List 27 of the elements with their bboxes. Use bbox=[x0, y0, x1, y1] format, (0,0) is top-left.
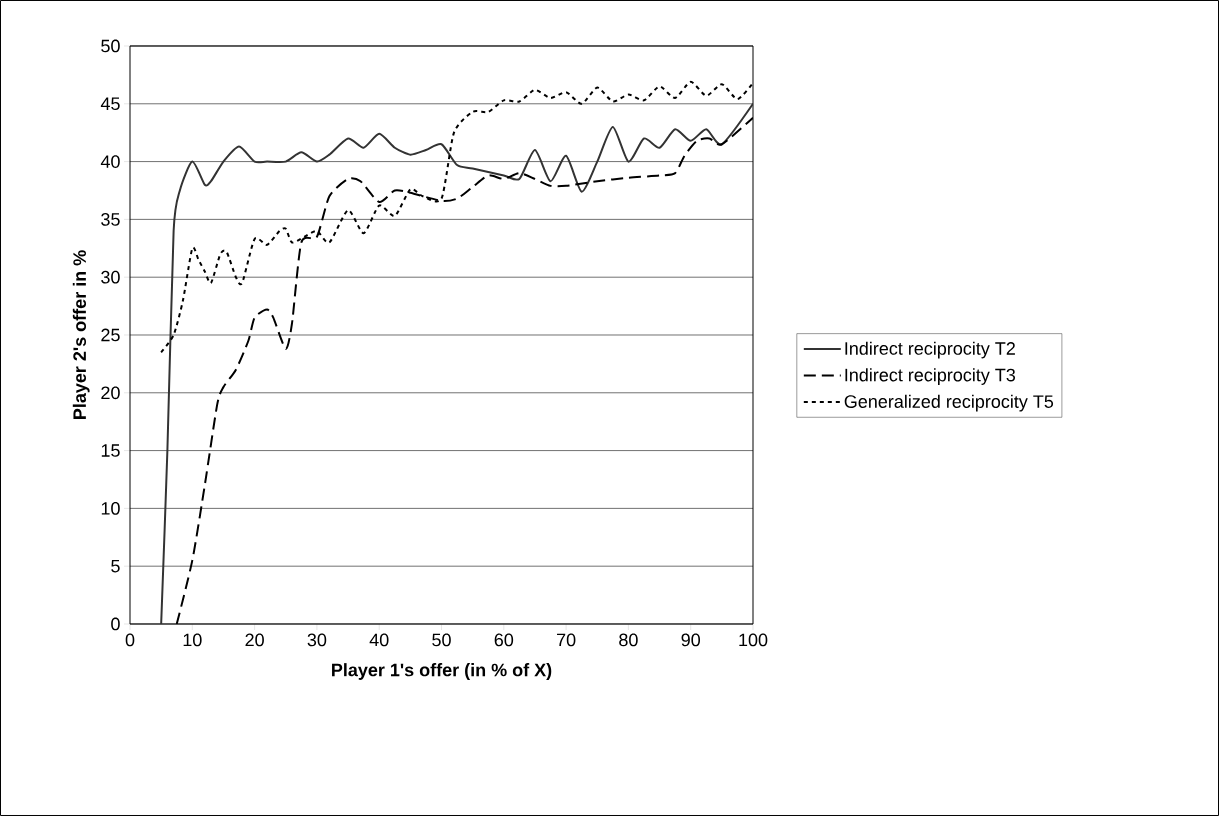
y-tick-label: 5 bbox=[111, 559, 120, 573]
legend-label: Indirect reciprocity T3 bbox=[845, 368, 1016, 385]
y-tick-label: 30 bbox=[101, 270, 120, 284]
y-tick-label: 20 bbox=[101, 386, 120, 400]
x-tick-label: 80 bbox=[619, 633, 638, 647]
y-axis-title: Player 2's offer in % bbox=[72, 250, 90, 419]
x-tick-label: 30 bbox=[307, 633, 327, 647]
x-tick-label: 40 bbox=[369, 633, 389, 647]
y-tick-label: 10 bbox=[101, 502, 120, 515]
x-tick-label: 60 bbox=[494, 633, 514, 647]
x-tick-label: 90 bbox=[681, 633, 701, 647]
x-tick-label: 70 bbox=[557, 633, 576, 647]
y-tick-label: 45 bbox=[100, 97, 120, 111]
legend-label: Generalized reciprocity T5 bbox=[844, 394, 1054, 412]
y-tick-label: 0 bbox=[111, 617, 120, 631]
y-tick-label: 40 bbox=[100, 155, 120, 168]
x-axis-title: Player 1's offer (in % of X) bbox=[332, 663, 552, 680]
y-tick-label: 35 bbox=[101, 213, 120, 226]
x-tick-label: 50 bbox=[432, 633, 451, 647]
x-tick-label: 0 bbox=[125, 633, 135, 647]
y-tick-label: 50 bbox=[101, 39, 120, 53]
x-tick-label: 20 bbox=[245, 633, 264, 647]
x-tick-label: 100 bbox=[739, 633, 768, 647]
y-tick-label: 15 bbox=[101, 444, 120, 457]
y-tick-label: 25 bbox=[101, 328, 120, 342]
legend-label: Indirect reciprocity T2 bbox=[845, 341, 1015, 359]
x-tick-label: 10 bbox=[183, 633, 202, 647]
